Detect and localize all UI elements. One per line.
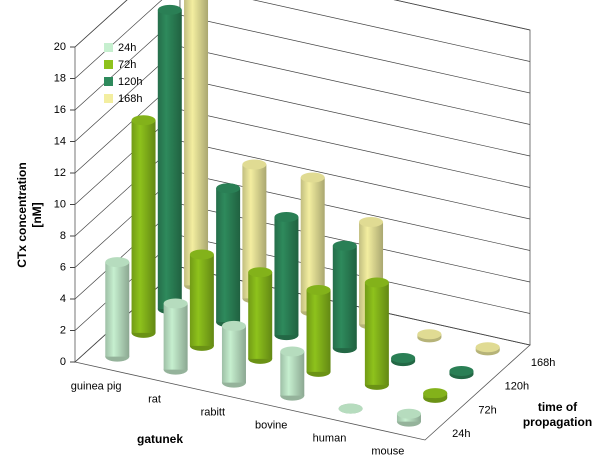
cylinder-top bbox=[216, 183, 241, 194]
cylinder-body bbox=[364, 282, 389, 385]
cylinder-body bbox=[157, 9, 182, 310]
cylinder-top bbox=[364, 277, 389, 288]
x-tick-label: rabitt bbox=[201, 406, 225, 418]
cylinder-body bbox=[248, 272, 273, 359]
z-tick-label: 120h bbox=[505, 381, 529, 393]
y-tick-label: 0 bbox=[60, 356, 66, 368]
cylinder bbox=[105, 257, 130, 362]
y-tick-label: 12 bbox=[54, 167, 66, 179]
cylinder bbox=[184, 0, 209, 291]
y-tick-label: 14 bbox=[54, 135, 66, 147]
cylinder-body bbox=[306, 289, 331, 372]
cylinder-top bbox=[359, 217, 384, 227]
cylinder bbox=[306, 284, 331, 377]
y-tick-label: 4 bbox=[60, 293, 66, 305]
cylinder-body bbox=[189, 254, 214, 346]
cylinder bbox=[396, 408, 421, 427]
cylinder bbox=[417, 329, 442, 343]
x-tick-label: rat bbox=[148, 393, 161, 405]
x-tick-label: human bbox=[313, 432, 347, 444]
legend-swatch bbox=[104, 60, 113, 69]
cylinder bbox=[475, 342, 500, 356]
cylinder-top bbox=[131, 115, 156, 126]
y-tick-label: 6 bbox=[60, 261, 66, 273]
cylinder-body bbox=[105, 262, 130, 357]
y-tick-label: 18 bbox=[54, 72, 66, 84]
cylinder-top bbox=[274, 212, 299, 222]
legend-swatch bbox=[104, 94, 113, 103]
cylinder-body bbox=[216, 188, 241, 323]
cylinder-top bbox=[248, 267, 273, 278]
x-tick-label: guinea pig bbox=[71, 380, 122, 392]
cylinder bbox=[332, 240, 357, 354]
cylinder bbox=[391, 352, 416, 367]
cylinder bbox=[364, 277, 389, 390]
cylinder-body bbox=[131, 120, 156, 333]
legend-swatch bbox=[104, 43, 113, 52]
cylinder-top bbox=[105, 257, 130, 268]
cylinder-top bbox=[391, 352, 416, 363]
cylinder-body bbox=[332, 245, 357, 349]
cylinder-top bbox=[475, 342, 500, 353]
cylinder-top bbox=[449, 365, 474, 376]
cylinder bbox=[216, 183, 241, 328]
cylinder bbox=[131, 115, 156, 338]
cylinder bbox=[274, 212, 299, 341]
cylinder-top bbox=[242, 159, 267, 170]
cylinder-top bbox=[221, 320, 246, 331]
cylinder-body bbox=[184, 0, 209, 286]
y-tick-label: 20 bbox=[54, 41, 66, 53]
y-tick-label: 8 bbox=[60, 230, 66, 242]
y-tick-label: 2 bbox=[60, 324, 66, 336]
grid-line bbox=[74, 0, 531, 48]
cylinder-top bbox=[332, 240, 357, 251]
cylinder bbox=[338, 403, 363, 414]
cylinder-body bbox=[221, 325, 246, 383]
legend-label: 24h bbox=[118, 42, 136, 54]
cylinder-body bbox=[163, 303, 188, 370]
z-tick-label: 168h bbox=[531, 357, 555, 369]
cylinder-top bbox=[300, 172, 325, 183]
cylinder bbox=[157, 4, 182, 315]
cylinder bbox=[221, 320, 246, 388]
cylinder-top bbox=[157, 4, 182, 15]
legend-label: 72h bbox=[118, 59, 136, 71]
cylinder-top bbox=[306, 284, 331, 295]
cylinder bbox=[449, 365, 474, 380]
z-tick-label: 24h bbox=[452, 428, 470, 440]
z-tick-label: 72h bbox=[478, 404, 496, 416]
x-tick-label: mouse bbox=[371, 445, 404, 457]
cylinder-top bbox=[280, 346, 305, 357]
legend-swatch bbox=[104, 77, 113, 86]
cylinder-top bbox=[396, 408, 421, 419]
cylinder bbox=[189, 249, 214, 351]
cylinder bbox=[248, 267, 273, 364]
cylinder-body bbox=[274, 217, 299, 336]
cylinder bbox=[423, 388, 448, 403]
x-axis-title: gatunek bbox=[136, 432, 183, 446]
cylinder-top bbox=[163, 298, 188, 309]
cylinder-top bbox=[189, 249, 214, 260]
x-tick-label: bovine bbox=[255, 419, 287, 431]
legend-label: 120h bbox=[118, 76, 142, 88]
y-tick-label: 16 bbox=[54, 104, 66, 116]
y-tick-label: 10 bbox=[54, 198, 66, 210]
legend-label: 168h bbox=[118, 93, 142, 105]
cylinder bbox=[163, 298, 188, 375]
cylinder-top bbox=[423, 388, 448, 399]
y-axis-title: CTx concentration [nM] bbox=[15, 162, 44, 268]
z-axis-title: time of propagation bbox=[522, 400, 593, 429]
cylinder-body bbox=[280, 351, 305, 396]
cylinder bbox=[280, 346, 305, 401]
cylinder-top bbox=[417, 329, 442, 340]
cylinder-top bbox=[338, 403, 363, 414]
